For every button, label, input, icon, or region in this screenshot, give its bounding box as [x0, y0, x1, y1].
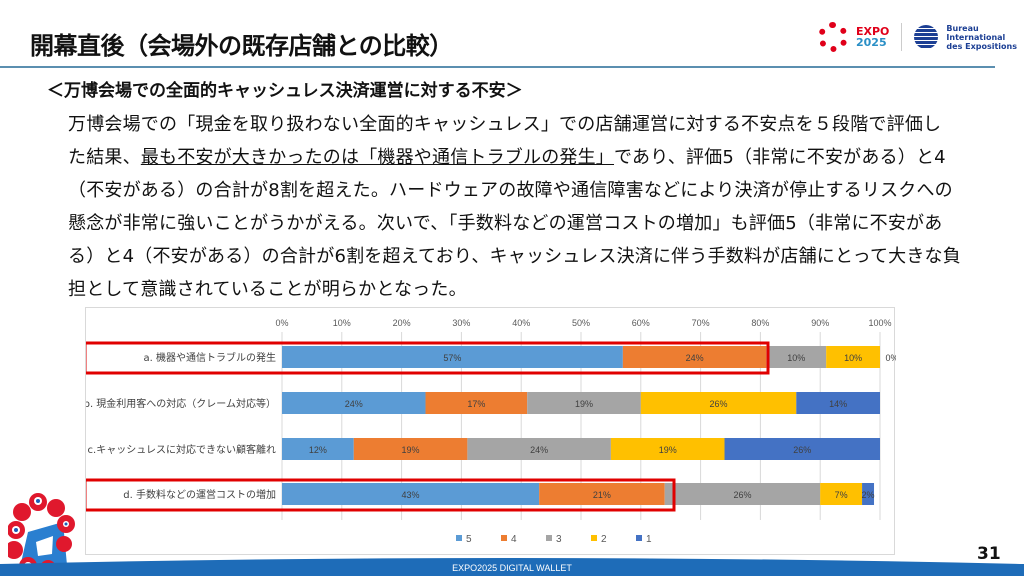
x-tick-label: 30%	[452, 318, 470, 328]
body-line: 担として意識されていることが明らかとなった。	[68, 279, 467, 300]
x-tick-label: 90%	[811, 318, 829, 328]
expo-logo-text: EXPO 2025	[856, 25, 890, 49]
legend-label: 4	[511, 534, 517, 545]
x-tick-label: 20%	[393, 318, 411, 328]
highlight-box	[86, 478, 676, 512]
underlined-finding: 最も不安が大きかったのは「機器や通信トラブルの発生」	[140, 147, 615, 168]
x-tick-label: 100%	[868, 318, 891, 328]
body-line: 懸念が非常に強いことがうかがえる。次いで、「手数料などの運営コストの増加」も評価…	[68, 213, 943, 234]
category-label: b. 現金利用客への対応（クレーム対応等）	[86, 397, 276, 410]
data-label: 17%	[467, 399, 485, 409]
data-label: 43%	[402, 490, 420, 500]
body-text: 万博会場での「現金を取り扱わない全面的キャッシュレス」での店舗運営に対する不安点…	[68, 108, 961, 306]
body-line: 万博会場での「現金を取り扱わない全面的キャッシュレス」での店舗運営に対する不安点…	[68, 114, 942, 135]
legend-swatch-3	[546, 535, 552, 541]
bar-segment-2	[826, 346, 880, 368]
data-label: 57%	[443, 353, 461, 363]
bie-logo-icon	[914, 25, 939, 49]
bar-segment-5	[282, 392, 426, 414]
bar-segment-4	[539, 483, 665, 505]
footer-text: EXPO2025 DIGITAL WALLET	[452, 563, 572, 573]
category-label: d. 手数料などの運営コストの増加	[123, 488, 276, 501]
data-label: 24%	[345, 399, 363, 409]
bar-segment-5	[282, 346, 623, 368]
stacked-bar-chart: 0% 10% 20% 30% 40% 50% 60% 70% 80% 90% 100% a. 機器や通…	[85, 307, 896, 555]
x-tick-label: 40%	[512, 318, 530, 328]
data-label: 2%	[862, 490, 875, 500]
x-tick-label: 60%	[632, 318, 650, 328]
x-tick-label: 50%	[572, 318, 590, 328]
bar-segment-2	[820, 483, 863, 505]
legend-swatch-2	[591, 535, 597, 541]
bar-segment-5	[282, 483, 540, 505]
bar-segment-3	[527, 392, 641, 414]
bar-segment-4	[425, 392, 528, 414]
legend-label: 2	[601, 534, 607, 545]
data-label: 26%	[733, 490, 751, 500]
data-label: 21%	[593, 490, 611, 500]
bie-logo-text: Bureau International des Expositions	[946, 23, 1017, 51]
bar-segment-2	[640, 392, 797, 414]
expo-logo-icon	[818, 22, 848, 52]
data-label: 7%	[835, 490, 848, 500]
bar-segment-1	[862, 483, 875, 505]
page-number: 31	[977, 544, 1001, 564]
data-label: 10%	[787, 353, 805, 363]
data-label: 24%	[686, 353, 704, 363]
logos: EXPO 2025 Bureau International des Expositi…	[818, 22, 1017, 52]
data-label: 26%	[710, 399, 728, 409]
data-label: 19%	[659, 445, 677, 455]
chart-svg: 0% 10% 20% 30% 40% 50% 60% 70% 80% 90% 100%a. 機器や通…	[86, 318, 896, 545]
body-line: （不安がある）の合計が8割を超えた。ハードウェアの故障や通信障害などにより決済が…	[68, 180, 953, 201]
bar-segment-5	[282, 438, 354, 460]
highlight-box	[86, 341, 770, 375]
bar-segment-3	[467, 438, 611, 460]
data-label: 12%	[309, 445, 327, 455]
bar-segment-2	[610, 438, 725, 460]
bar-segment-3	[766, 346, 827, 368]
legend-swatch-5	[456, 535, 462, 541]
category-label: c.キャッシュレスに対応できない顧客離れ	[88, 443, 276, 456]
data-label: 19%	[575, 399, 593, 409]
data-label: 14%	[829, 399, 847, 409]
section-subtitle: ＜万博会場での全面的キャッシュレス決済運営に対する不安＞	[47, 81, 523, 101]
bar-segment-3	[664, 483, 821, 505]
body-line: た結果、最も不安が大きかったのは「機器や通信トラブルの発生」であり、評価5（非常…	[68, 147, 946, 168]
data-label: 0%	[885, 353, 896, 363]
bar-segment-4	[353, 438, 468, 460]
legend-label: 1	[646, 534, 652, 545]
data-label: 10%	[844, 353, 862, 363]
data-label: 19%	[402, 445, 420, 455]
legend-swatch-1	[636, 535, 642, 541]
legend-label: 3	[556, 534, 562, 545]
bar-segment-4	[622, 346, 767, 368]
bar-segment-1	[724, 438, 880, 460]
legend-label: 5	[466, 534, 472, 545]
category-label: a. 機器や通信トラブルの発生	[144, 351, 277, 364]
x-tick-label: 0%	[275, 318, 288, 328]
bar-segment-1	[796, 392, 880, 414]
legend-swatch-4	[501, 535, 507, 541]
x-tick-label: 10%	[333, 318, 351, 328]
x-tick-label: 80%	[751, 318, 769, 328]
x-tick-label: 70%	[692, 318, 710, 328]
data-label: 24%	[530, 445, 548, 455]
data-label: 26%	[793, 445, 811, 455]
footer-band	[0, 558, 1024, 576]
body-line: る）と4（不安がある）の合計が6割を超えており、キャッシュレス決済に伴う手数料が…	[68, 246, 961, 267]
slide-title: 開幕直後（会場外の既存店舗との比較）	[30, 32, 453, 60]
title-divider	[0, 66, 995, 68]
